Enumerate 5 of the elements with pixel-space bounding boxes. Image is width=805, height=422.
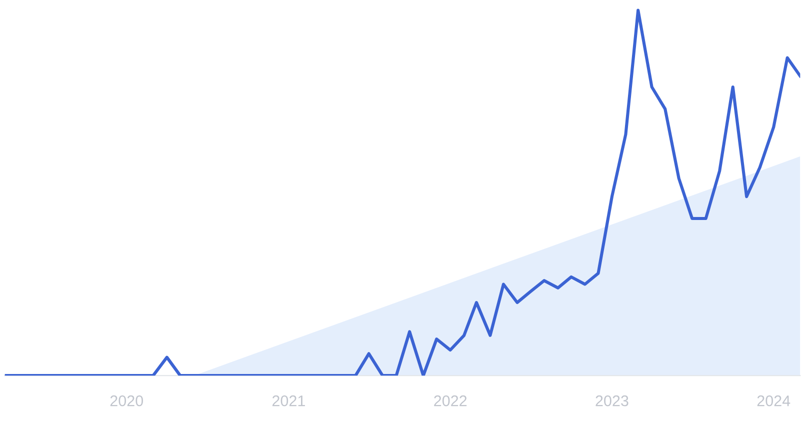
x-tick-label: 2022 <box>434 395 467 406</box>
x-tick-label: 2020 <box>110 395 144 406</box>
x-tick-label: 2021 <box>272 395 305 406</box>
x-tick-label: 2023 <box>596 395 628 406</box>
x-tick-label: 2024 <box>757 395 790 406</box>
